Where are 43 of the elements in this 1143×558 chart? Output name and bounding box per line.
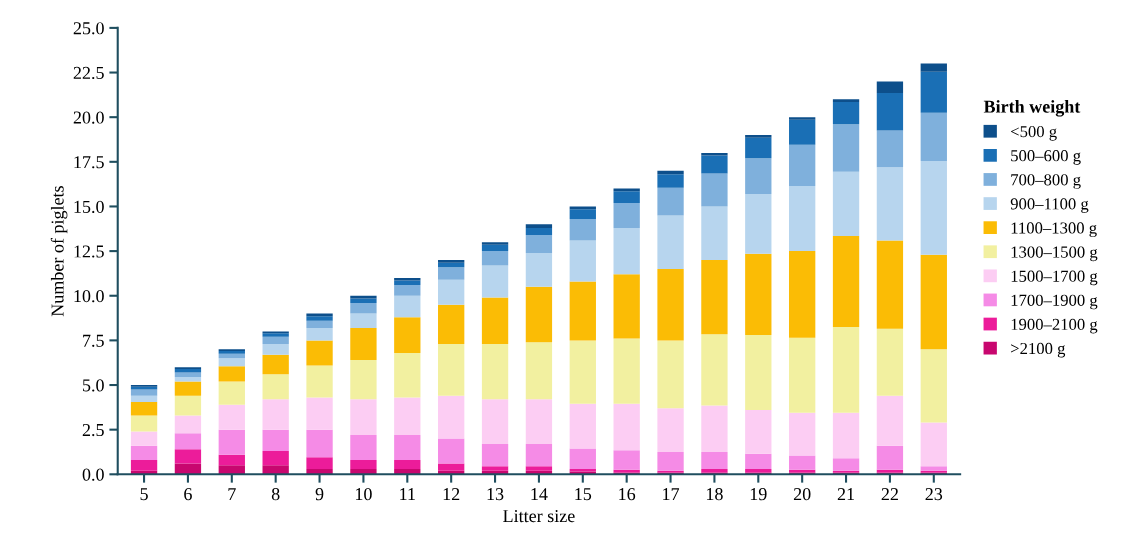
x-tick-label: 15 [575,488,592,501]
x-tick-label: 18 [706,488,723,501]
y-tick-label: 2.5 [82,423,104,437]
y-tick-label: 10.0 [74,290,104,303]
x-tick-label: 21 [837,488,854,501]
legend-label: 1100–1300 g [1011,222,1097,238]
y-tick-label: 22.5 [73,66,104,80]
y-tick-label: 15.0 [74,200,104,213]
x-tick-label: 10 [355,488,372,501]
legend-label: 1700–1900 g [1011,294,1098,310]
x-tick-label: 5 [140,488,148,501]
x-tick-label: 8 [271,488,280,501]
y-tick-label: 0.0 [82,468,104,481]
x-tick-label: 13 [487,488,504,501]
x-tick-label: 7 [228,488,236,501]
x-tick-label: 19 [750,488,767,501]
legend-label: 1300–1500 g [1011,246,1098,262]
y-tick-label: 25.0 [73,22,104,35]
y-tick-label: 12.5 [74,245,104,258]
legend-label: 900–1100 g [1010,198,1089,213]
x-tick-label: 14 [531,488,548,501]
x-tick-label: 11 [400,488,415,501]
legend-label: 700–800 g [1011,174,1081,189]
legend-label: 1900–2100 g [1011,318,1098,334]
x-tick-label: 17 [663,488,680,501]
x-tick-label: 6 [184,488,192,501]
x-tick-label: 20 [793,488,811,501]
legend-label: <500 g [1011,125,1057,141]
x-tick-label: 12 [443,488,460,501]
legend-title: Birth weight [983,100,1081,117]
y-tick-label: 17.5 [74,156,104,169]
x-tick-label: 9 [315,488,324,501]
y-tick-label: 5.0 [83,379,104,392]
x-tick-label: 23 [925,488,943,501]
x-axis-title: Litter size [503,510,575,523]
y-tick-label: 20.0 [73,111,104,124]
legend-label: 1500–1700 g [1011,270,1098,286]
x-tick-label: 22 [881,488,898,501]
y-axis-title: Number of piglets [50,186,68,317]
legend-label: >2100 g [1011,342,1066,358]
legend-label: 500–600 g [1011,150,1081,165]
x-tick-label: 16 [619,488,636,501]
y-tick-label: 7.5 [83,334,104,347]
